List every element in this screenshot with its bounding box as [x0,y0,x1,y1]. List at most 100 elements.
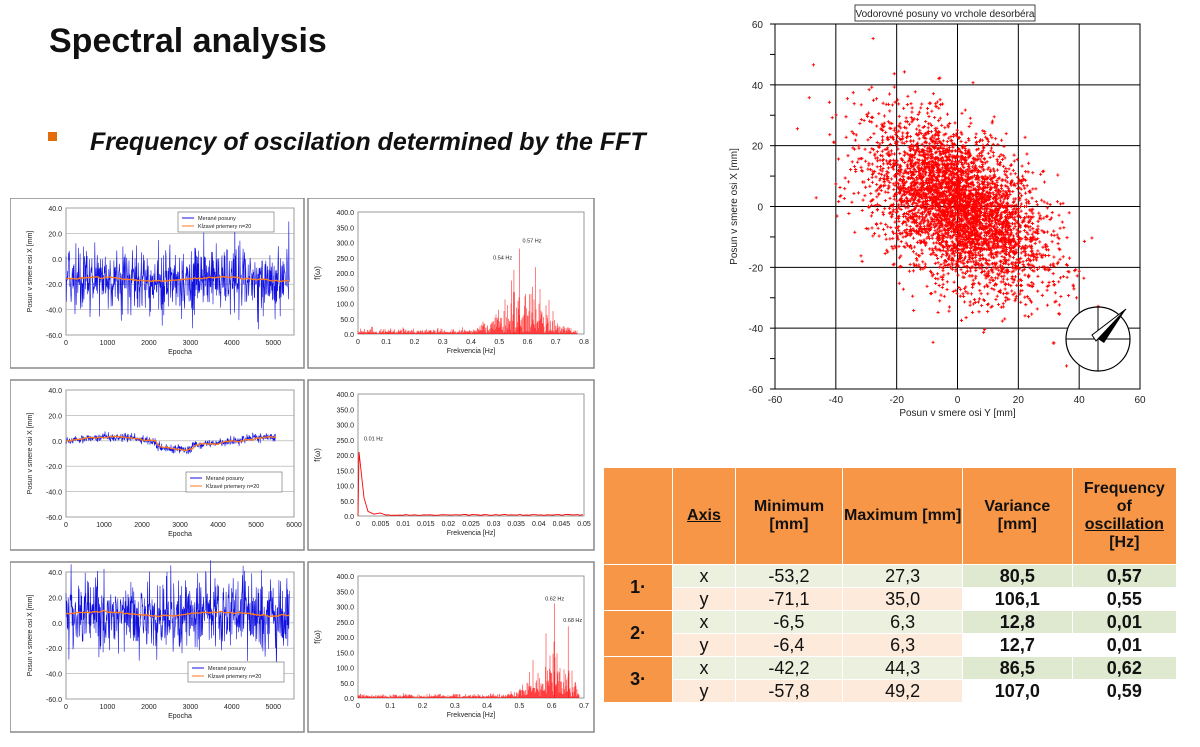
header-variance: Variance [mm] [961,467,1073,565]
fft-xtick: 0.035 [507,521,525,528]
moving-average-line [65,609,290,618]
minimum-cell: -6,5 [734,610,844,634]
fft-xtick: 0.025 [462,521,480,528]
axis-cell: x [672,610,736,634]
header-minimum: Minimum [mm] [734,467,844,565]
time-xtick: 6000 [286,522,302,529]
scatter-points [795,36,1100,368]
axis-cell: y [672,633,736,657]
fft-peak-label: 0.54 Hz [493,255,512,261]
fft-plot-area [357,575,585,699]
fft-ylabel: f(ω) [313,266,322,280]
header-empty [602,467,674,565]
fft-ytick: 200.0 [336,271,354,278]
header-axis: Axis [672,467,736,565]
fft-panel-2: 400.0 350.0 300.0 250.0 200.0 150.0 100.0 50.0 0… [307,379,595,551]
time-ytick: -60.0 [46,515,62,522]
variance-cell: 80,5 [961,564,1073,588]
fft-peak-label: 0.01 Hz [364,436,383,442]
time-xtick: 5000 [265,704,281,711]
axis-cell: y [672,679,736,703]
time-ylabel: Posun v smere osi X [mm] [27,413,34,495]
fft-xtick: 0.005 [372,521,390,528]
run-label: 2· [602,610,674,657]
fft-xtick: 0.5 [494,339,504,346]
time-xtick: 0 [64,340,68,347]
time-xtick: 3000 [183,704,199,711]
fft-ytick: 50.0 [340,499,354,506]
maximum-cell: 27,3 [842,564,963,588]
scatter-ytick: 0 [757,203,763,214]
minimum-cell: -53,2 [734,564,844,588]
time-ytick: 40.0 [48,388,62,395]
time-xtick: 0 [64,522,68,529]
slide-title: Spectral analysis [49,22,327,60]
fft-xtick: 0.2 [410,339,420,346]
fft-xtick: 0.4 [466,339,476,346]
time-ytick: -20.0 [46,646,62,653]
minimum-cell: -42,2 [734,656,844,680]
fft-xtick: 0.6 [523,339,533,346]
scatter-xtick: 40 [1074,395,1086,406]
time-ytick: -60.0 [46,697,62,704]
legend-label: Merané posuny [208,666,246,672]
scatter-ytick: 20 [752,142,764,153]
time-xtick: 2000 [134,522,150,529]
legend-label: Merané posuny [198,216,236,222]
fft-xtick: 0.6 [547,703,557,710]
moving-average-line [66,435,277,452]
table-row: 1· x -53,2 27,3 80,5 0,57 [602,564,1178,611]
maximum-cell: 44,3 [842,656,963,680]
fft-peak-label: 0.57 Hz [523,239,542,245]
variance-cell: 12,8 [961,610,1073,634]
fft-plot-area [357,393,585,517]
fft-xtick: 0.015 [417,521,435,528]
variance-cell: 107,0 [961,679,1073,703]
time-ytick: -40.0 [46,672,62,679]
axis-cell: x [672,656,736,680]
table-row: y -71,1 35,0 106,1 0,55 [604,587,1178,611]
frequency-cell: 0,01 [1071,610,1178,634]
time-ytick: 40.0 [48,570,62,577]
slide-bullet-text: Frequency of oscilation determined by th… [90,128,646,156]
time-xtick: 1000 [100,704,116,711]
time-ytick: 20.0 [48,413,62,420]
time-ytick: 20.0 [48,231,62,238]
fft-ytick: 150.0 [336,286,354,293]
header-frequency: Frequency of oscillation [Hz] [1071,467,1178,565]
time-ytick: 0.0 [52,257,62,264]
scatter-xtick: 20 [1013,395,1025,406]
scatter-ylabel: Posun v smere osi X [mm] [729,148,740,265]
fft-panel-1: 400.0 350.0 300.0 250.0 200.0 150.0 100.0 50.0 0… [307,198,595,369]
time-xtick: 3000 [183,340,199,347]
time-xtick: 2000 [141,704,157,711]
bullet-marker [48,132,57,141]
statistics-table: Axis Minimum [mm] Maximum [mm] Variance … [602,467,1178,703]
time-xlabel: Epocha [168,349,192,356]
fft-ylabel: f(ω) [313,448,322,462]
fft-ytick: 350.0 [336,225,354,232]
signal-panels: 40.020.00.0-20.0-40.0-60.00 1000 2000 3000 4… [10,198,595,733]
fft-xtick: 0.8 [579,339,589,346]
time-xtick: 1000 [96,522,112,529]
scatter-xtick: -60 [768,395,783,406]
minimum-cell: -71,1 [734,587,844,611]
fft-peak-label: 0.62 Hz [545,596,564,602]
legend-label: Merané posuny [206,476,244,482]
fft-ytick: 100.0 [336,666,354,673]
time-xtick: 0 [64,704,68,711]
fft-xtick: 0.1 [385,703,395,710]
variance-cell: 12,7 [961,633,1073,657]
time-xtick: 4000 [210,522,226,529]
fft-ytick: 100.0 [336,484,354,491]
fft-xtick: 0.7 [579,703,589,710]
run-label: 1· [602,564,674,611]
fft-ytick: 250.0 [336,438,354,445]
time-xtick: 5000 [248,522,264,529]
time-ytick: 0.0 [52,621,62,628]
header-maximum: Maximum [mm] [842,467,963,565]
maximum-cell: 49,2 [842,679,963,703]
scatter-xtick: -20 [889,395,904,406]
maximum-cell: 6,3 [842,610,963,634]
fft-ytick: 350.0 [336,589,354,596]
